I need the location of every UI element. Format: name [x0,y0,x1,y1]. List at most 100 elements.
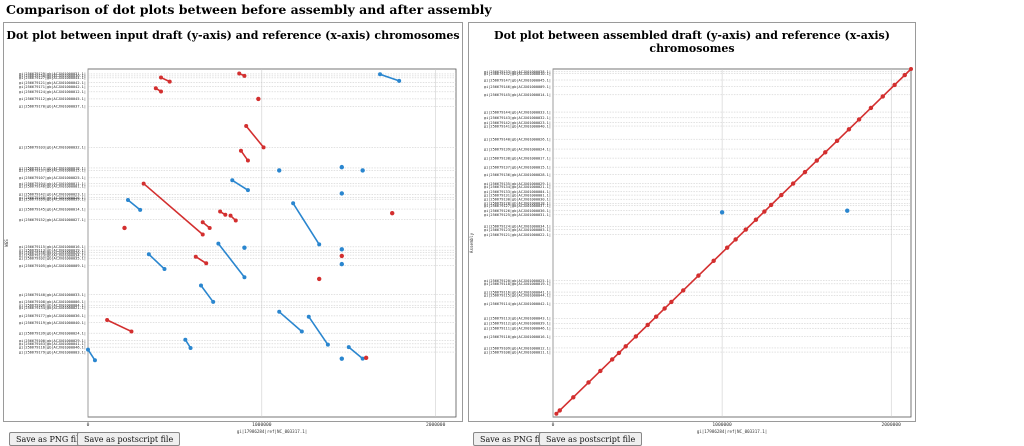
alignment-endpoint [159,75,164,80]
alignment-point [753,217,759,222]
alignment-point [733,237,738,242]
chart-title-before: Dot plot between input draft (y-axis) an… [6,29,460,42]
alignment-endpoint [188,345,193,350]
alignment-point [256,96,261,102]
alignment-point [339,253,344,259]
alignment-segment [87,348,96,362]
alignment-point [768,202,774,208]
alignment-segment [217,242,246,279]
alignment-point [834,138,840,144]
contig-label: gi|256679113|gb|ACJX01000043.1| [484,317,551,321]
alignment-endpoint [125,198,130,203]
contig-label: gi|256679133|gb|ACJX01000004.1| [484,190,551,194]
alignment-point [669,299,674,305]
alignment-endpoint [228,213,233,218]
contig-label: gi|256679115|gb|ACJX01000044.1| [484,294,551,298]
contig-label: gi|256679138|gb|ACJX01000017.1| [484,156,551,160]
alignment-endpoint [146,252,151,257]
alignment-point [892,82,897,88]
alignment-endpoint [233,218,238,223]
alignment-point [868,105,874,111]
alignment-segment [307,315,329,346]
alignment-point [623,344,628,349]
contig-label: gi|256679136|gb|ACJX01000028.1| [484,173,551,177]
alignment-segment [347,346,364,360]
alignment-endpoint [159,89,164,94]
contig-label: gi|256679127|gb|ACJX01000037.1| [484,204,551,208]
contig-label: gi|256679170|gb|ACJX01000037.1| [19,105,86,109]
alignment-endpoint [554,411,559,416]
alignment-endpoint [244,124,249,129]
alignment-point [390,210,395,216]
alignment-endpoint [198,283,203,288]
alignment-point [696,273,701,278]
contig-label: gi|256679123|gb|ACJX01000034.1| [19,253,86,257]
contig-label: gi|256679110|gb|ACJX01000016.1| [484,335,551,339]
alignment-point [339,356,344,361]
contig-label: gi|256679171|gb|ACJX01000042.1| [19,85,86,89]
alignment-endpoint [92,358,97,363]
alignment-endpoint [346,345,351,350]
page-title: Comparison of dot plots between before a… [6,2,492,17]
alignment-point [724,245,730,250]
contig-label: gi|256679119|gb|ACJX01000040.1| [19,321,86,325]
contig-label: gi|256679179|gb|ACJX01000003.1| [19,350,86,354]
alignment-endpoint [216,241,221,246]
contig-label: gi|256679130|gb|ACJX01000030.1| [19,74,86,78]
alignment-endpoint [193,254,198,259]
alignment-point [339,261,344,267]
alignment-segment [127,199,141,211]
alignment-point [645,322,650,328]
contig-label: gi|256679134|gb|ACJX01000021.1| [19,306,86,310]
plot-frame [87,68,457,418]
alignment-endpoint [325,342,330,347]
alignment-segment [292,202,320,246]
contig-label: gi|256679128|gb|ACJX01000018.1| [484,202,551,206]
alignment-endpoint [245,188,250,193]
contig-label: gi|256679177|gb|ACJX01000036.1| [19,314,86,318]
contig-label: gi|256679146|gb|ACJX01000001.1| [19,184,86,188]
alignment-endpoint [153,86,158,91]
alignment-endpoint [397,78,402,83]
save-postscript-button-before[interactable]: Save as postscript file [77,432,181,446]
alignment-point [360,168,365,173]
alignment-point [277,168,282,173]
contig-label: gi|256679108|gb|ACJX01000011.1| [484,350,551,354]
dotplot-panel-before: Dot plot between input draft (y-axis) an… [3,22,463,446]
contig-label: gi|256679158|gb|ACJX01000020.1| [19,251,86,255]
alignment-endpoint [291,201,296,206]
alignment-segment [278,310,303,333]
alignment-endpoint [167,79,172,84]
contig-label: gi|256679108|gb|ACJX01000006.1| [19,300,86,304]
alignment-point [633,334,639,339]
alignment-endpoint [230,178,235,183]
save-postscript-button-after[interactable]: Save as postscript file [539,432,643,446]
contig-label: gi|256679102|gb|ACJX01000035.1| [19,257,86,261]
alignment-endpoint [86,347,90,352]
alignment-segment [142,182,204,236]
contig-label: gi|256679103|gb|ACJX01000032.1| [19,146,86,150]
contig-label: gi|256679143|gb|ACJX01000032.1| [484,116,551,120]
contig-label: gi|256679113|gb|ACJX01000019.1| [19,248,86,252]
contig-label: gi|256679116|gb|ACJX01000046.1| [19,345,86,349]
contig-label: gi|256679120|gb|ACJX01000025.1| [484,279,551,283]
contig-label: gi|256679163|gb|ACJX01000041.1| [19,342,86,346]
alignment-endpoint [245,158,250,163]
alignment-endpoint [277,309,282,314]
alignment-point [743,227,748,232]
contig-label: gi|256679130|gb|ACJX01000030.1| [484,197,551,201]
y-axis-label: Assembly [469,232,474,253]
contig-label: gi|256679114|gb|ACJX01000042.1| [484,302,551,306]
alignment-point [711,258,716,264]
contig-label: gi|256679144|gb|ACJX01000033.1| [484,110,551,114]
alignment-point [823,150,828,155]
contig-label: gi|256679140|gb|ACJX01000026.1| [484,137,551,141]
chart-title-after: Dot plot between assembled draft (y-axis… [494,29,890,55]
alignment-point [846,127,852,132]
dotplot-panel-after: Dot plot between assembled draft (y-axis… [468,22,916,446]
y-axis-label: WGS [4,239,9,247]
alignment-point [845,208,850,213]
alignment-endpoint [211,299,216,304]
alignment-segment [231,179,249,191]
x-tick-label: 1000000 [712,422,732,428]
